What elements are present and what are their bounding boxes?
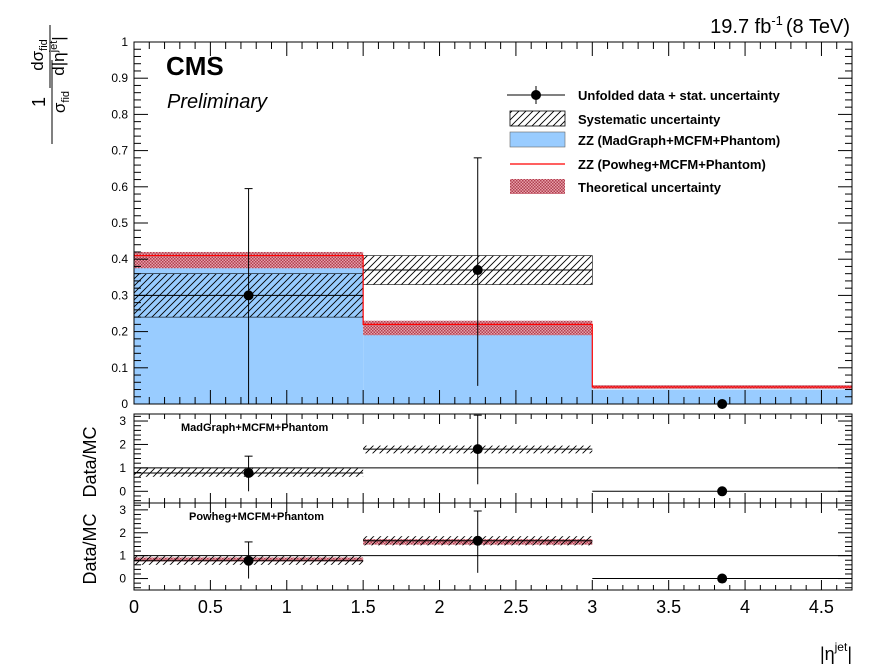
ratio-point-3 — [717, 486, 728, 497]
legend-theory-swatch — [510, 179, 565, 194]
main-y-tick-label: 0.2 — [111, 325, 128, 339]
ratio-panel-powheg: 0 1 2 3 Powheg+MCFM+Phantom 0 0.5 1 1.5 2 2.5 3 3.5 4… — [119, 502, 853, 617]
ratio-model-label: MadGraph+MCFM+Phantom — [181, 422, 329, 434]
x-tick-label: 2 — [435, 597, 445, 617]
legend-label-theory: Theoretical uncertainty — [578, 180, 722, 195]
ratio-y-tick-label: 2 — [119, 526, 126, 540]
lumi-label: 19.7 fb-1 (8 TeV) — [710, 13, 850, 38]
ratio-point-2 — [472, 535, 483, 546]
x-tick-label: 2.5 — [503, 597, 528, 617]
legend-label-data: Unfolded data + stat. uncertainty — [578, 88, 781, 103]
x-tick-label: 4 — [740, 597, 750, 617]
ratio-point-2 — [472, 444, 483, 455]
ratio-y-tick-label: 1 — [119, 461, 126, 475]
ratio-y-tick-label: 0 — [119, 572, 126, 586]
ratio-point-1 — [243, 555, 254, 566]
main-y-tick-label: 0.4 — [111, 252, 128, 266]
legend-data-marker — [531, 90, 541, 100]
ratio-model-label: Powheg+MCFM+Phantom — [189, 511, 324, 523]
main-y-tick-label: 0.8 — [111, 107, 128, 121]
x-tick-label: 1 — [282, 597, 292, 617]
main-y-tick-label: 0 — [121, 397, 128, 411]
main-y-tick-label: 0.5 — [111, 216, 128, 230]
legend-label-syst: Systematic uncertainty — [578, 112, 721, 127]
ratio-y-tick-label: 3 — [119, 414, 126, 428]
legend-label-madgraph: ZZ (MadGraph+MCFM+Phantom) — [578, 133, 780, 148]
main-distribution-panel: 0 0.1 0.2 0.3 0.4 0.5 0.6 0.7 0.8 0.9 1 — [111, 35, 853, 411]
svg-text:1: 1 — [29, 97, 49, 107]
x-tick-label: 1.5 — [351, 597, 376, 617]
preliminary-label: Preliminary — [167, 91, 268, 113]
svg-text:dσfid: dσfid — [28, 39, 50, 71]
legend: Unfolded data + stat. uncertainty Systema… — [507, 86, 781, 195]
data-point-1 — [243, 290, 254, 301]
legend-label-powheg: ZZ (Powheg+MCFM+Phantom) — [578, 157, 766, 172]
x-tick-label: 0.5 — [198, 597, 223, 617]
ratio-y-tick-label: 2 — [119, 437, 126, 451]
svg-text:d|ηjet|: d|ηjet| — [48, 36, 68, 75]
ratio-madgraph-ylabel: Data/MC — [80, 426, 100, 497]
x-tick-label: 3 — [587, 597, 597, 617]
ratio-point-3 — [717, 573, 728, 584]
ratio-y-tick-label: 0 — [119, 484, 126, 498]
data-point-2 — [472, 265, 483, 276]
cms-label: CMS — [166, 51, 224, 81]
main-y-tick-label: 0.6 — [111, 180, 128, 194]
x-tick-label: 3.5 — [656, 597, 681, 617]
ratio-point-1 — [243, 468, 254, 479]
madgraph-bin-3 — [592, 389, 852, 404]
ratio-y-tick-label: 3 — [119, 503, 126, 517]
legend-syst-swatch — [509, 110, 566, 127]
main-y-tick-label: 1 — [121, 35, 128, 49]
x-axis-title: |ηjet| — [820, 640, 852, 664]
main-y-axis-title: 1 σfid dσfid d|ηjet| — [28, 25, 72, 144]
ratio-powheg-ylabel: Data/MC — [80, 513, 100, 584]
ratio-y-tick-label: 1 — [119, 549, 126, 563]
svg-text:σfid: σfid — [50, 91, 72, 113]
legend-madgraph-swatch — [509, 131, 566, 148]
main-y-tick-label: 0.1 — [111, 361, 128, 375]
x-tick-label: 4.5 — [809, 597, 834, 617]
main-y-tick-label: 0.9 — [111, 71, 128, 85]
main-y-tick-label: 0.7 — [111, 144, 128, 158]
main-y-tick-label: 0.3 — [111, 288, 128, 302]
x-tick-label: 0 — [129, 597, 139, 617]
ratio-panel-madgraph: 0 1 2 3 MadGraph+MCFM+Phantom — [119, 413, 853, 504]
